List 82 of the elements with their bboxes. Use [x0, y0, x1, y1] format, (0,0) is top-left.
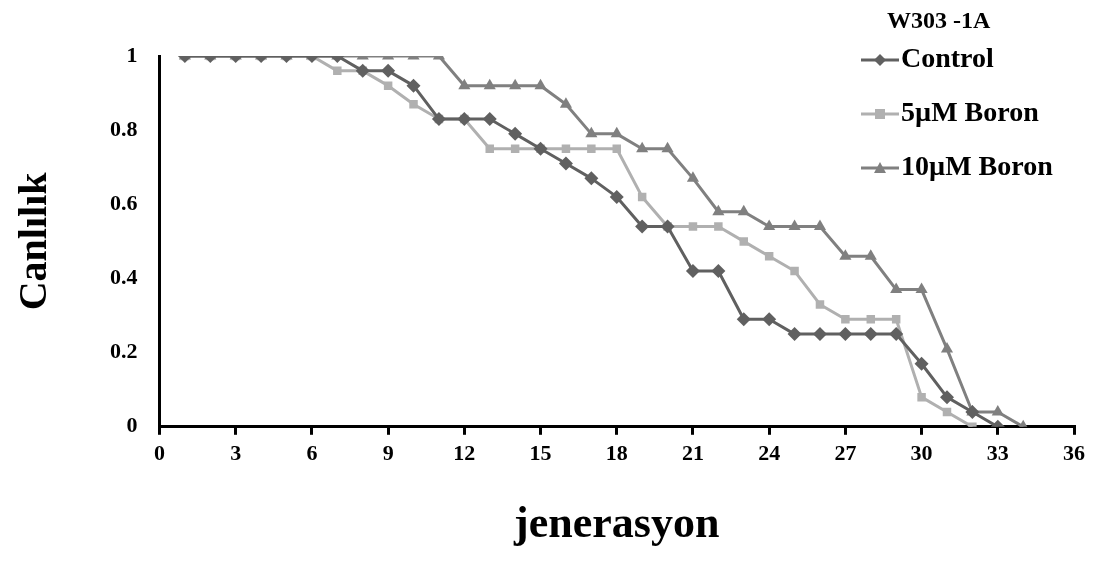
x-tick-label: 6	[306, 439, 318, 465]
x-tick-label: 33	[986, 439, 1009, 465]
point	[406, 78, 421, 93]
x-tick-label: 9	[382, 439, 394, 465]
point	[914, 356, 929, 371]
point	[585, 126, 598, 138]
legend-title: W303 -1A	[887, 7, 991, 34]
point	[762, 312, 777, 327]
point	[508, 126, 523, 141]
x-tick-label: 21	[681, 439, 704, 465]
legend-label: 5µM Boron	[901, 96, 1040, 128]
point	[685, 264, 700, 279]
point	[889, 327, 904, 342]
x-tick-label: 18	[605, 439, 628, 465]
legend-label: Control	[901, 42, 995, 74]
point	[915, 282, 928, 294]
x-tick-label: 12	[453, 439, 476, 465]
point	[736, 312, 751, 327]
point	[917, 392, 926, 402]
point	[561, 144, 571, 153]
point	[813, 219, 827, 231]
point	[712, 204, 725, 216]
point	[866, 315, 876, 324]
x-tick-label: 3	[230, 439, 242, 465]
point	[612, 144, 621, 153]
point	[559, 97, 573, 108]
point	[509, 78, 522, 90]
point	[714, 222, 723, 231]
point	[838, 327, 853, 342]
point	[688, 222, 698, 231]
legend-label: 10µM Boron	[901, 150, 1054, 182]
x-tick-label: 24	[758, 439, 781, 465]
point	[739, 237, 749, 246]
point	[815, 300, 825, 309]
point	[787, 327, 802, 342]
y-tick-label: 0.8	[110, 115, 138, 141]
point	[890, 282, 903, 294]
point	[482, 112, 497, 127]
point	[636, 141, 649, 153]
point	[763, 219, 776, 231]
y-axis-title: Canlılık	[10, 171, 56, 311]
y-tick-label: 1	[126, 41, 138, 67]
point	[587, 144, 596, 153]
point	[788, 219, 801, 231]
x-tick-label: 15	[529, 439, 552, 465]
point	[610, 126, 623, 138]
x-tick-label: 36	[1063, 439, 1085, 465]
point	[891, 315, 901, 324]
point	[661, 141, 674, 153]
point	[635, 219, 650, 234]
point	[333, 66, 342, 76]
point	[841, 315, 850, 324]
y-tick-label: 0.2	[110, 338, 138, 364]
point	[864, 249, 877, 260]
point	[686, 171, 700, 182]
point	[609, 189, 624, 204]
point	[485, 144, 494, 153]
point	[790, 266, 799, 276]
point	[483, 78, 496, 90]
point	[991, 404, 1004, 416]
point	[381, 63, 396, 78]
y-tick-label: 0.6	[110, 190, 138, 216]
point	[584, 171, 599, 186]
point	[409, 99, 418, 109]
point	[812, 327, 827, 342]
x-axis-title: jenerasyon	[513, 497, 720, 547]
point	[383, 81, 393, 90]
x-tick-label: 0	[154, 439, 165, 465]
point	[510, 144, 520, 153]
point	[863, 327, 878, 342]
point	[711, 264, 726, 279]
x-tick-label: 27	[834, 439, 857, 465]
y-tick-label: 0.4	[110, 264, 138, 290]
point	[458, 78, 471, 90]
point	[940, 341, 954, 353]
point	[839, 249, 852, 260]
point	[534, 78, 547, 90]
x-tick-label: 30	[910, 439, 933, 465]
point	[558, 156, 573, 171]
point	[939, 390, 954, 405]
y-tick-label: 0	[126, 412, 138, 438]
point	[737, 204, 750, 216]
